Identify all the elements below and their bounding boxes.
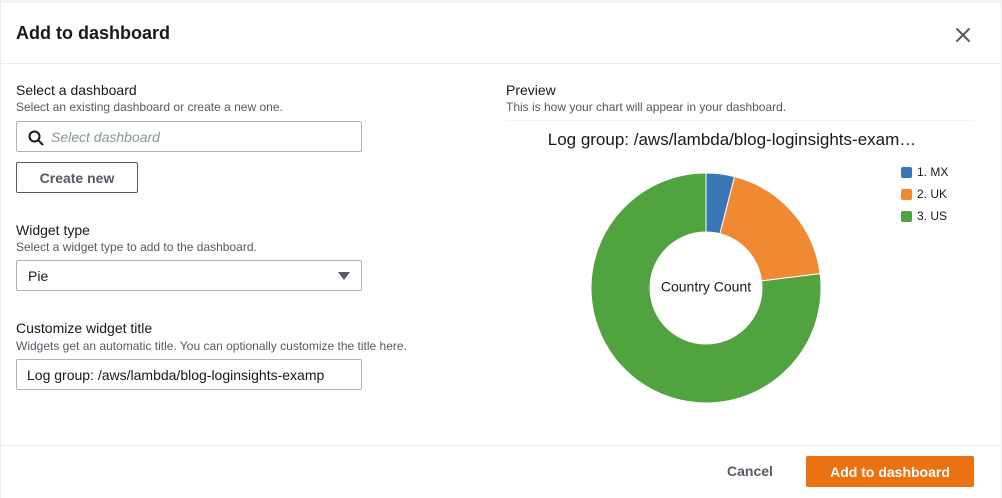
create-new-button[interactable]: Create new <box>16 162 138 193</box>
close-icon <box>956 28 970 42</box>
legend-swatch <box>901 189 912 200</box>
legend-label: 2. UK <box>917 187 948 201</box>
preview-description: This is how your chart will appear in yo… <box>506 100 787 114</box>
widget-type-select[interactable]: Pie <box>16 260 362 291</box>
legend-item: 2. UK <box>901 186 971 208</box>
cancel-button[interactable]: Cancel <box>727 463 773 479</box>
caret-down-icon <box>338 272 350 280</box>
pie-slice-2 <box>719 176 821 282</box>
select-dashboard-label: Select a dashboard <box>16 82 137 98</box>
legend-label: 1. MX <box>917 165 949 179</box>
legend-swatch <box>901 167 912 178</box>
legend-item: 3. US <box>901 208 971 230</box>
widget-title-label: Customize widget title <box>16 320 153 336</box>
widget-type-selected-value: Pie <box>28 268 49 284</box>
chart-center-label: Country Count <box>661 279 751 295</box>
modal-title: Add to dashboard <box>16 23 170 43</box>
modal-header: Add to dashboard <box>1 3 1002 64</box>
select-dashboard-description: Select an existing dashboard or create a… <box>16 100 283 114</box>
search-icon <box>28 130 44 146</box>
close-button[interactable] <box>951 23 975 47</box>
footer-divider <box>1 445 1002 446</box>
widget-title-description: Widgets get an automatic title. You can … <box>16 339 407 353</box>
chart-legend: 1. MX 2. UK 3. US <box>901 164 971 230</box>
legend-label: 3. US <box>917 209 948 223</box>
dashboard-search-field[interactable] <box>16 121 362 152</box>
widget-type-label: Widget type <box>16 222 90 238</box>
top-divider <box>1 0 1002 3</box>
preview-divider <box>506 120 974 121</box>
preview-label: Preview <box>506 82 556 98</box>
add-to-dashboard-button[interactable]: Add to dashboard <box>806 456 974 487</box>
legend-item: 1. MX <box>901 164 971 186</box>
dashboard-search-input[interactable] <box>51 125 351 148</box>
legend-swatch <box>901 211 912 222</box>
donut-chart: Country Count <box>590 172 822 404</box>
chart-title: Log group: /aws/lambda/blog-loginsights-… <box>547 130 917 149</box>
widget-type-description: Select a widget type to add to the dashb… <box>16 240 257 254</box>
widget-title-input[interactable] <box>16 359 362 390</box>
pie-slice-3 <box>590 172 822 404</box>
